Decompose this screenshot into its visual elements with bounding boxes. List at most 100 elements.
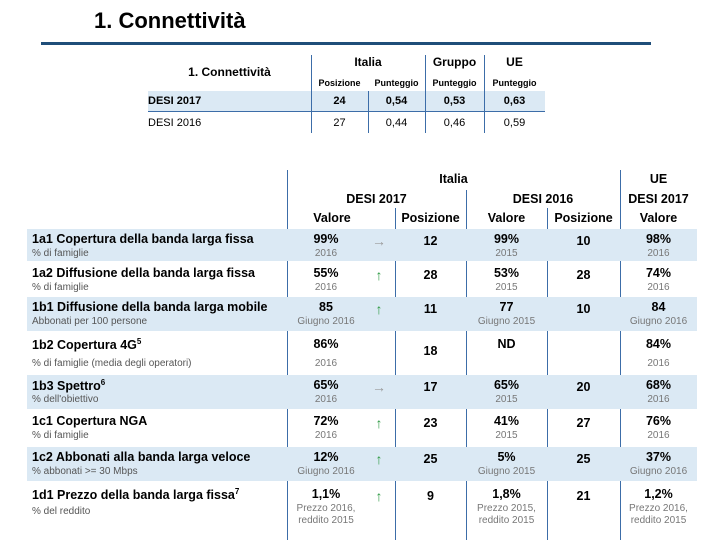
value-desi2017: 1,1%: [311, 487, 341, 501]
value-desi2017: 86%: [313, 337, 339, 351]
trend-up-icon: ↑: [375, 488, 383, 504]
header-italia: Italia: [439, 172, 468, 186]
position-desi2017: 17: [423, 380, 438, 394]
year-ue: Prezzo 2016,: [629, 503, 688, 514]
year-desi2017: Giugno 2016: [297, 466, 355, 477]
position-desi2016: 25: [576, 452, 591, 466]
column-divider: [287, 170, 288, 540]
footnote-ref: 5: [136, 337, 142, 346]
trend-up-icon: ↑: [375, 267, 383, 283]
row-shading: [27, 375, 697, 409]
value-desi2016: ND: [497, 337, 516, 351]
summary-divider: [484, 55, 485, 133]
summary-sub-punteggio: Punteggio: [374, 78, 419, 88]
indicator-name: 1b1 Diffusione della banda larga mobile: [32, 300, 267, 314]
summary-sub-punteggio: Punteggio: [492, 78, 537, 88]
value-ue: 74%: [645, 266, 672, 280]
indicator-unit: % di famiglie: [32, 282, 89, 293]
header-valore: Valore: [487, 211, 526, 225]
indicator-unit: % del reddito: [32, 506, 91, 517]
year-ue: 2016: [647, 358, 670, 369]
value-desi2017: 72%: [313, 414, 339, 428]
value-ue: 1,2%: [644, 487, 673, 501]
position-desi2016: 21: [576, 489, 591, 503]
year-ue: Giugno 2016: [629, 466, 688, 477]
row-shading: [27, 297, 697, 331]
value-desi2017: 55%: [313, 266, 339, 280]
year-desi2017: Giugno 2016: [297, 316, 355, 327]
value-desi2017: 12%: [313, 450, 339, 464]
footnote-ref: 7: [234, 487, 240, 496]
summary-group-italia: Italia: [354, 55, 382, 69]
position-desi2017: 11: [423, 302, 438, 316]
title-underline: [41, 42, 651, 45]
indicator-name-text: 1b2 Copertura 4G: [32, 338, 137, 353]
value-desi2016: 99%: [493, 232, 520, 246]
header-posizione: Posizione: [401, 211, 460, 225]
position-desi2016: 28: [576, 268, 591, 282]
year-ue: 2016: [647, 282, 670, 293]
year-desi2016: reddito 2015: [478, 515, 535, 526]
summary-cell: 24: [333, 95, 346, 107]
year-desi2016: Giugno 2015: [477, 466, 536, 477]
value-ue: 84%: [645, 337, 672, 351]
value-desi2017: 65%: [313, 378, 339, 392]
header-valore: Valore: [313, 211, 351, 225]
trend-up-icon: ↑: [375, 451, 383, 467]
year-desi2016: Prezzo 2015,: [477, 503, 536, 514]
summary-divider: [425, 55, 426, 133]
value-desi2017: 85: [319, 300, 333, 314]
header-valore: Valore: [639, 211, 678, 225]
year-desi2017: 2016: [314, 394, 338, 405]
indicator-name-text: 1b1 Diffusione della banda larga mobile: [32, 300, 268, 314]
summary-cell: 0,53: [443, 95, 466, 107]
indicator-unit: % di famiglie: [32, 430, 89, 441]
indicator-name-text: 1b3 Spettro: [32, 379, 101, 394]
page-title: 1. Connettività: [94, 8, 246, 33]
header-ue: UE: [649, 172, 668, 186]
trend-up-icon: ↑: [375, 415, 383, 431]
year-desi2017: 2016: [314, 430, 338, 441]
column-divider: [620, 170, 621, 540]
summary-cell: 0,46: [443, 117, 466, 129]
year-ue: 2016: [647, 394, 670, 405]
position-desi2017: 18: [423, 344, 438, 358]
summary-cell: 0,59: [503, 117, 526, 129]
column-divider: [547, 208, 548, 540]
year-desi2016: 2015: [495, 394, 518, 405]
indicator-name: 1b3 Spettro6: [32, 378, 105, 393]
year-desi2016: 2015: [495, 248, 518, 259]
value-desi2016: 53%: [493, 266, 520, 280]
position-desi2017: 12: [423, 234, 438, 248]
indicator-name: 1c1 Copertura NGA: [32, 414, 147, 428]
summary-sub-punteggio: Punteggio: [432, 78, 477, 88]
year-ue: reddito 2015: [630, 515, 687, 526]
position-desi2016: 10: [576, 302, 591, 316]
summary-cell: 0,44: [385, 117, 408, 129]
header-desi2017: DESI 2017: [346, 192, 407, 206]
value-desi2017: 99%: [313, 232, 339, 246]
indicator-name-text: 1d1 Prezzo della banda larga fissa: [32, 488, 235, 503]
year-desi2016: 2015: [495, 430, 518, 441]
summary-row-label: DESI 2017: [148, 95, 202, 107]
position-desi2017: 9: [427, 489, 434, 503]
indicator-name-text: 1a2 Diffusione della banda larga fissa: [32, 266, 255, 280]
summary-group-gruppo: Gruppo: [432, 55, 477, 69]
indicator-name-text: 1c1 Copertura NGA: [32, 414, 148, 428]
value-ue: 76%: [645, 414, 672, 428]
header-ue-desi2017: DESI 2017: [628, 192, 689, 206]
year-ue: 2016: [647, 430, 670, 441]
summary-row-label: DESI 2016: [148, 117, 202, 129]
indicator-unit: % di famiglie (media degli operatori): [32, 358, 192, 369]
row-shading: [27, 447, 697, 481]
year-ue: Giugno 2016: [629, 316, 688, 327]
summary-divider: [368, 91, 369, 133]
year-desi2017: 2016: [314, 282, 338, 293]
indicator-unit: % di famiglie: [32, 248, 89, 259]
indicator-name: 1a1 Copertura della banda larga fissa: [32, 232, 254, 246]
position-desi2017: 25: [423, 452, 438, 466]
header-posizione: Posizione: [554, 211, 613, 225]
summary-group-ue: UE: [506, 55, 523, 69]
year-ue: 2016: [647, 248, 670, 259]
value-desi2016: 65%: [493, 378, 520, 392]
